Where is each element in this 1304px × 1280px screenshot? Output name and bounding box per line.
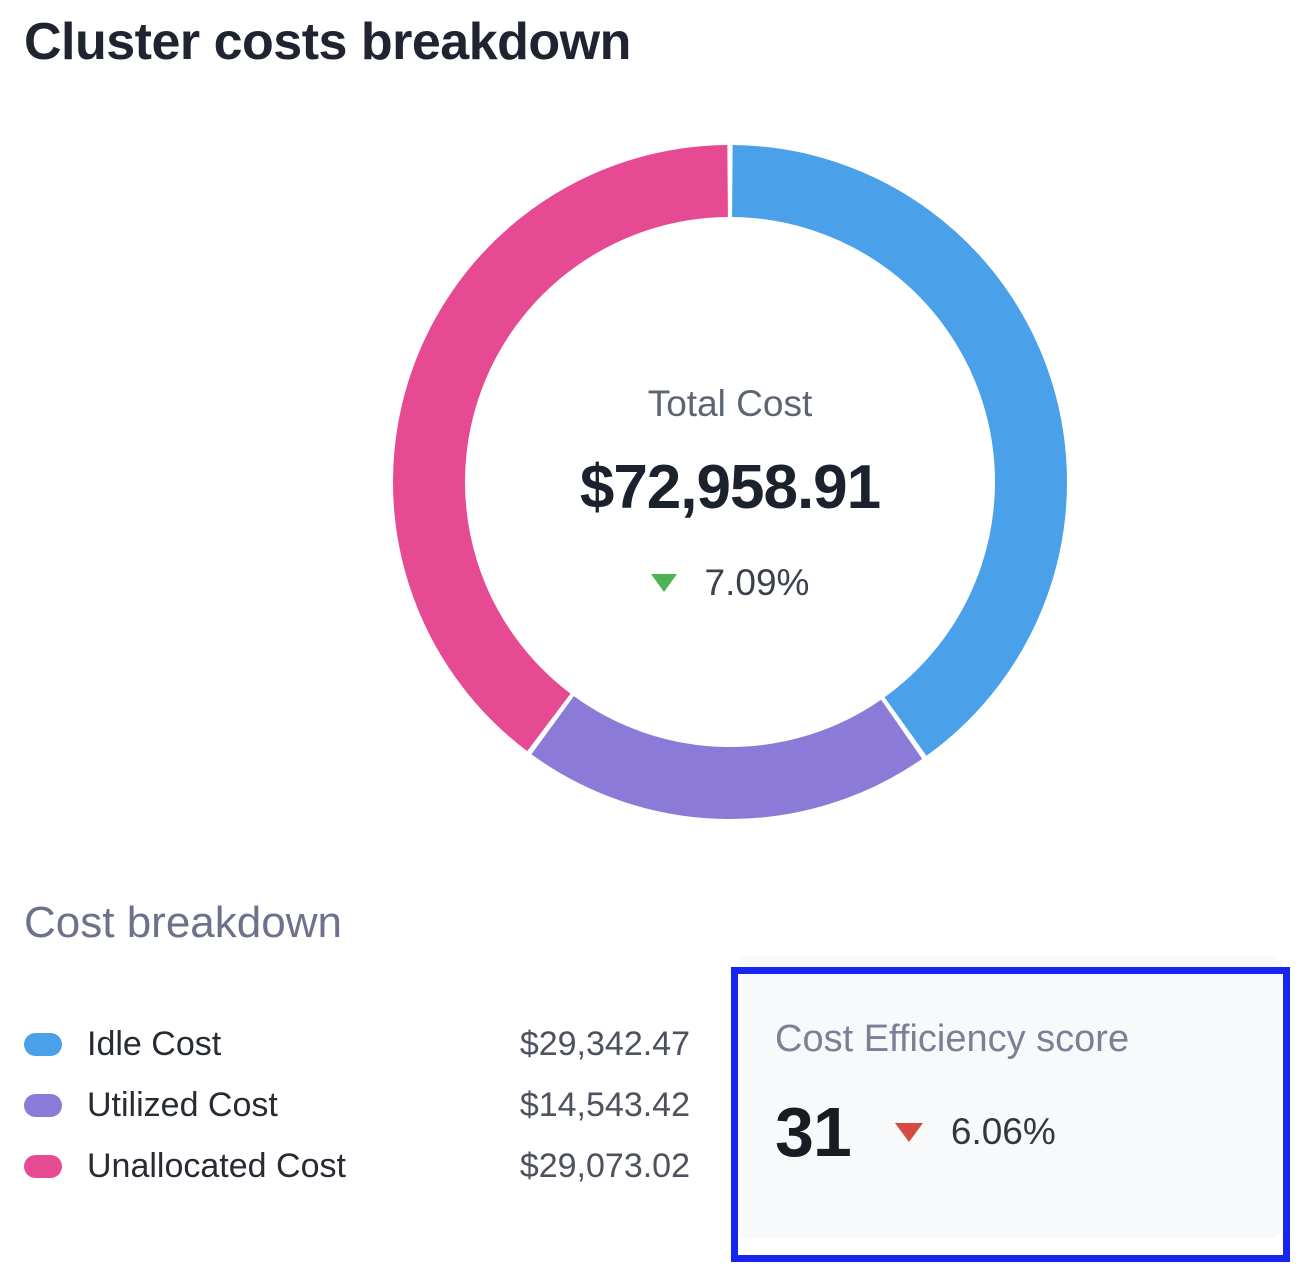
page-title: Cluster costs breakdown (24, 13, 631, 71)
legend-label: Unallocated Cost (87, 1146, 346, 1185)
legend-swatch-icon (24, 1093, 62, 1117)
cost-breakdown-legend: Idle Cost $29,342.47 Utilized Cost $14,543.… (24, 1025, 690, 1208)
total-cost-value: $72,958.91 (579, 453, 881, 522)
legend-value: $29,073.02 (519, 1146, 690, 1185)
donut-segment-unallocated-cost[interactable] (393, 145, 729, 752)
legend-swatch-icon (24, 1154, 62, 1178)
legend-row-utilized-cost[interactable]: Utilized Cost $14,543.42 (24, 1086, 690, 1124)
cost-efficiency-score-row: 31 6.06% (775, 1093, 1056, 1171)
total-cost-delta-value: 7.09% (704, 562, 810, 603)
legend-row-idle-cost[interactable]: Idle Cost $29,342.47 (24, 1025, 690, 1063)
donut-segment-utilized-cost[interactable] (531, 695, 923, 819)
triangle-down-green-icon (650, 574, 677, 592)
cost-efficiency-score: 31 (775, 1093, 852, 1171)
cost-breakdown-heading: Cost breakdown (24, 898, 342, 947)
cost-efficiency-delta: 6.06% (950, 1111, 1056, 1152)
legend-row-unallocated-cost[interactable]: Unallocated Cost $29,073.02 (24, 1147, 690, 1185)
legend-value: $14,543.42 (519, 1085, 690, 1124)
legend-value: $29,342.47 (519, 1024, 690, 1063)
cost-efficiency-card[interactable] (736, 956, 1282, 1238)
total-cost-label: Total Cost (647, 383, 813, 424)
legend-swatch-icon (24, 1032, 62, 1056)
total-cost-delta: 7.09% (430, 562, 1030, 604)
legend-label: Utilized Cost (87, 1085, 278, 1124)
donut-chart (393, 145, 1067, 819)
legend-label: Idle Cost (87, 1024, 222, 1063)
cost-efficiency-heading: Cost Efficiency score (775, 1018, 1130, 1060)
triangle-down-red-icon (894, 1122, 923, 1142)
donut-segment-idle-cost[interactable] (731, 145, 1067, 756)
